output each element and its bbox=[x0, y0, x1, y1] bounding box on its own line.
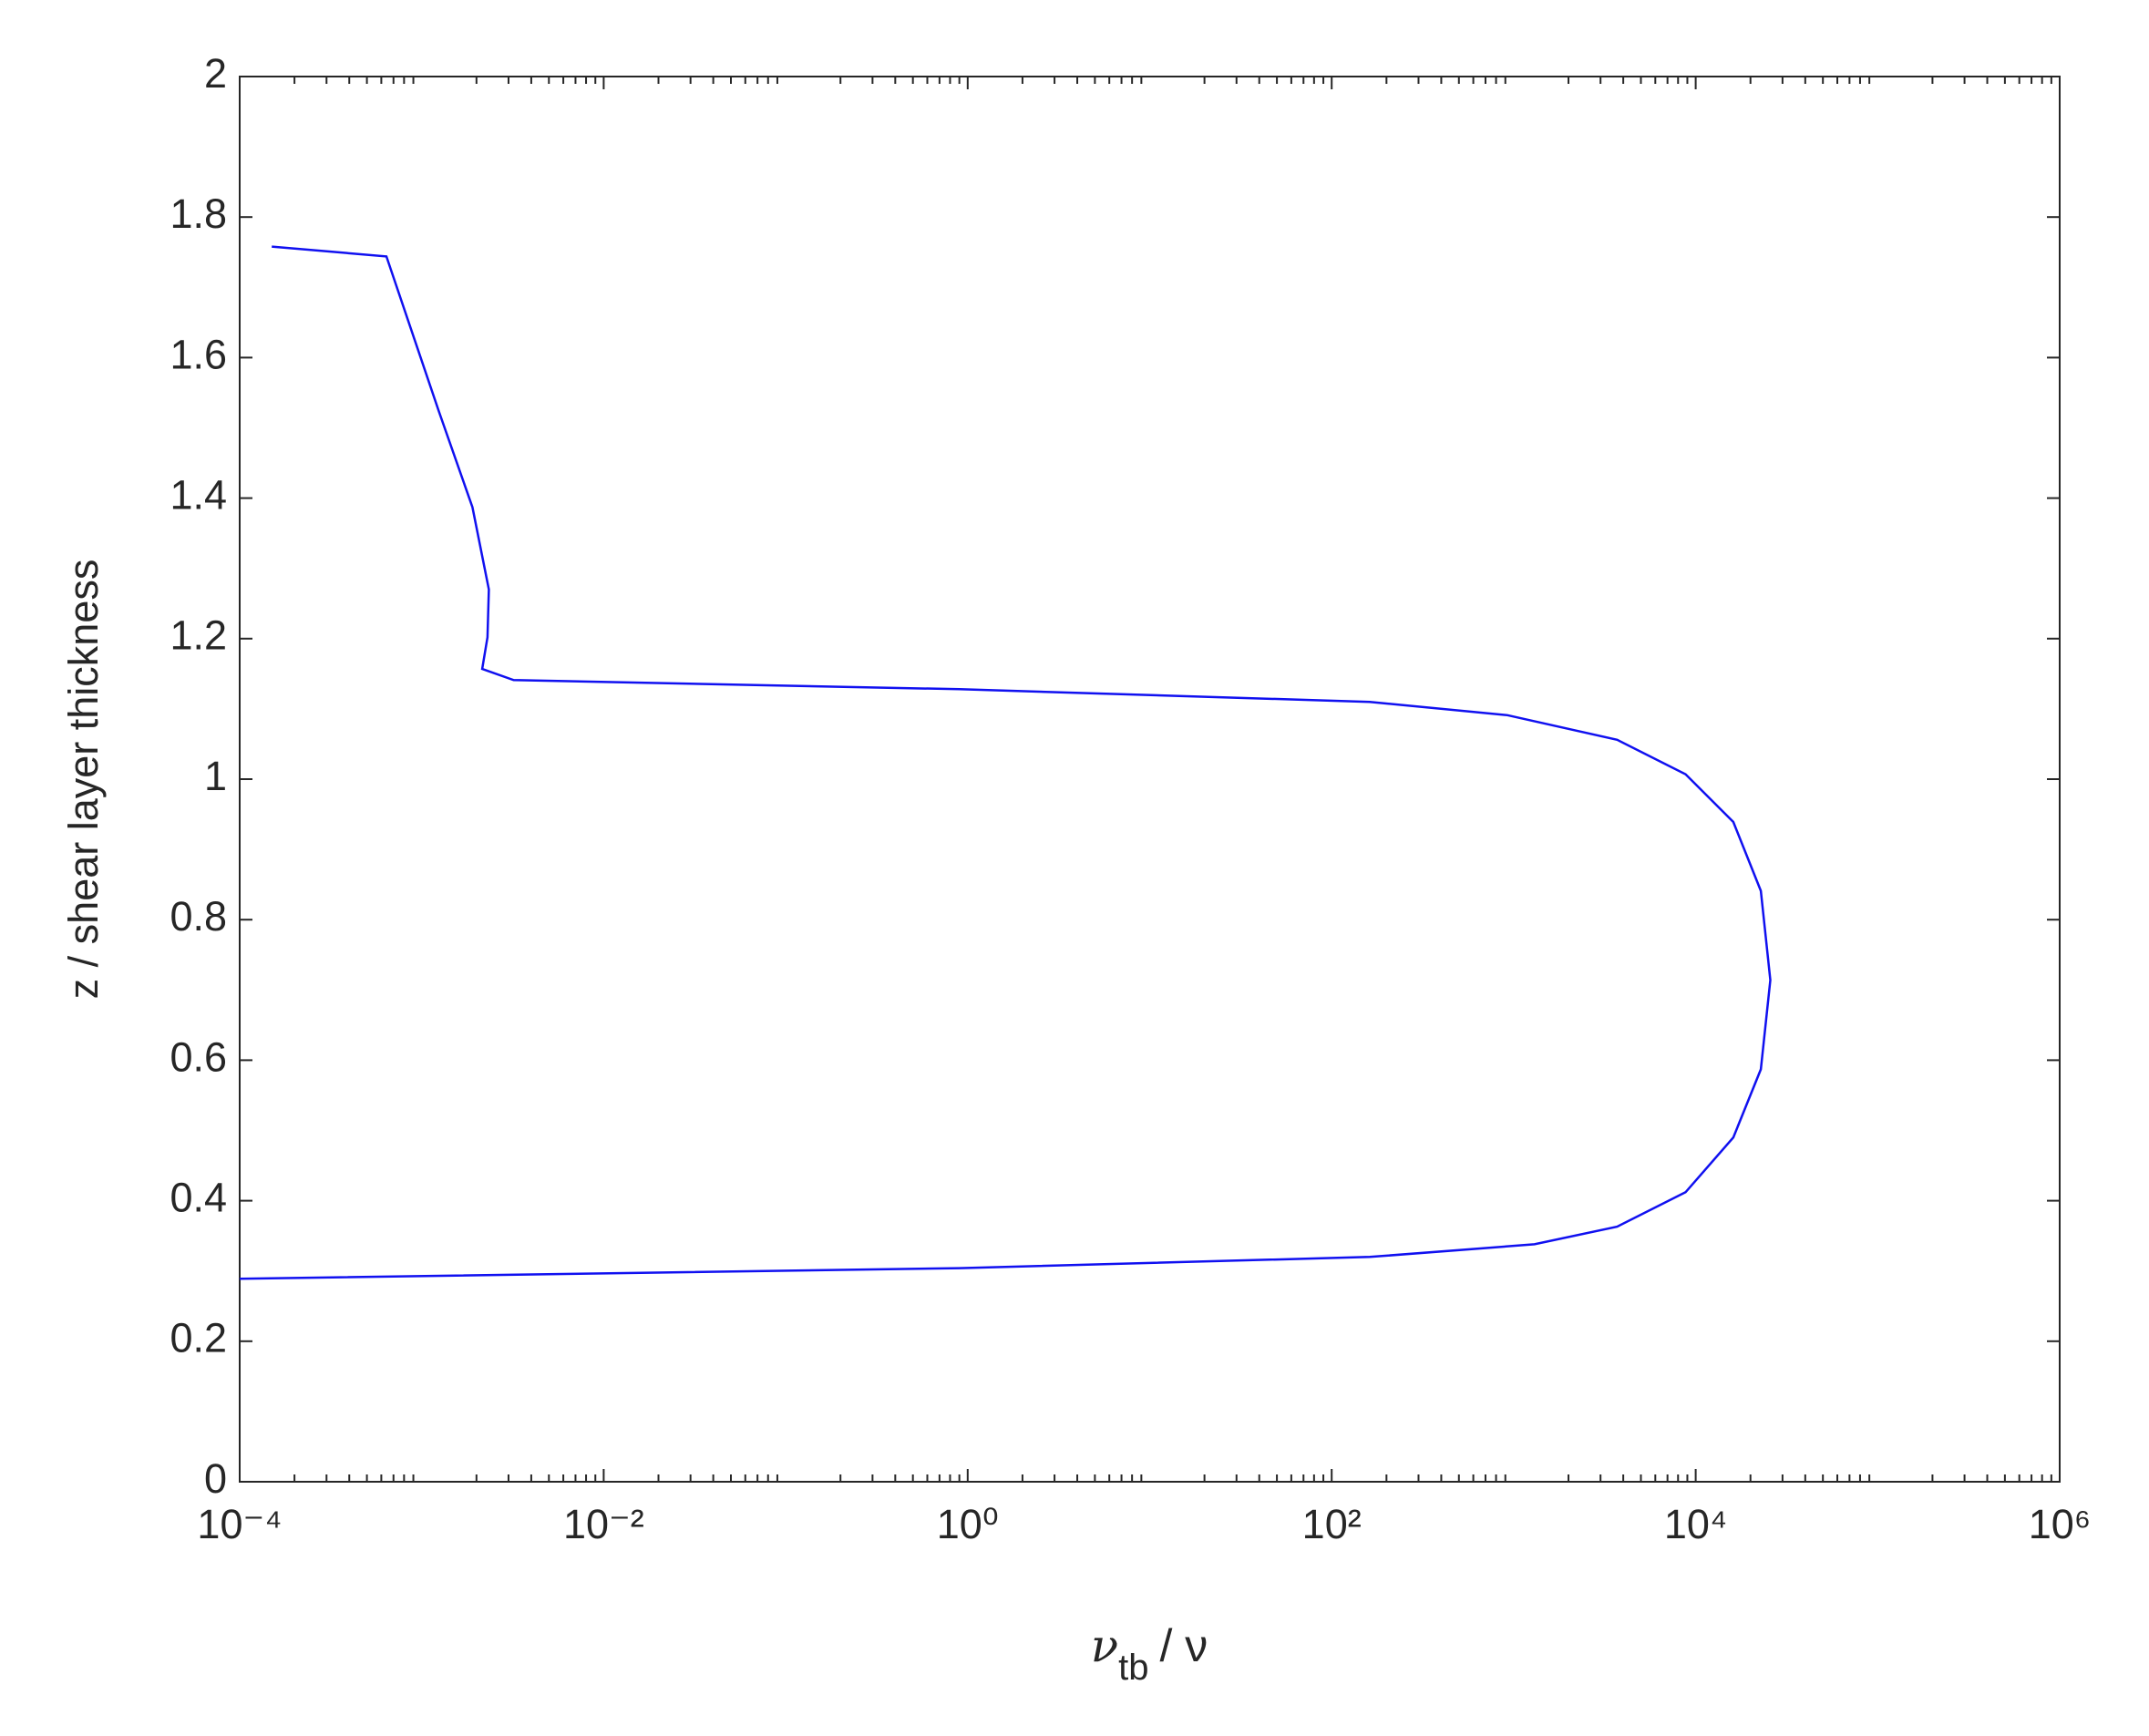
y-tick-label: 1.6 bbox=[170, 331, 227, 377]
y-tick-label: 2 bbox=[204, 50, 227, 97]
y-tick-label: 1 bbox=[204, 753, 227, 799]
x-tick-label: 10² bbox=[1302, 1501, 1362, 1547]
x-label-symbol: ν bbox=[1091, 1619, 1118, 1672]
plot-frame bbox=[239, 76, 2061, 1483]
y-tick-label: 0.6 bbox=[170, 1033, 227, 1080]
y-tick-label: 1.8 bbox=[170, 190, 227, 237]
y-tick-label: 0.4 bbox=[170, 1174, 227, 1220]
x-tick-label: 10⁻⁴ bbox=[197, 1501, 282, 1547]
y-tick-label: 0.8 bbox=[170, 893, 227, 940]
y-tick-label: 1.4 bbox=[170, 471, 227, 518]
x-tick-label: 10⁴ bbox=[1664, 1501, 1727, 1547]
line-series bbox=[239, 245, 1772, 1280]
x-tick-label: 10⁻² bbox=[563, 1501, 644, 1547]
x-label-subscript: tb bbox=[1118, 1648, 1148, 1688]
y-tick-label: 1.2 bbox=[170, 612, 227, 659]
x-tick-label: 10⁰ bbox=[937, 1501, 999, 1547]
y-tick-label: 0.2 bbox=[170, 1315, 227, 1361]
x-label-rest: / ν bbox=[1159, 1620, 1208, 1671]
y-axis-label: z / shear layer thickness bbox=[60, 560, 107, 1000]
y-tick-label: 0 bbox=[204, 1455, 227, 1502]
x-axis-label: νtb / ν bbox=[1091, 1619, 1208, 1688]
x-tick-label: 10⁶ bbox=[2029, 1501, 2092, 1547]
